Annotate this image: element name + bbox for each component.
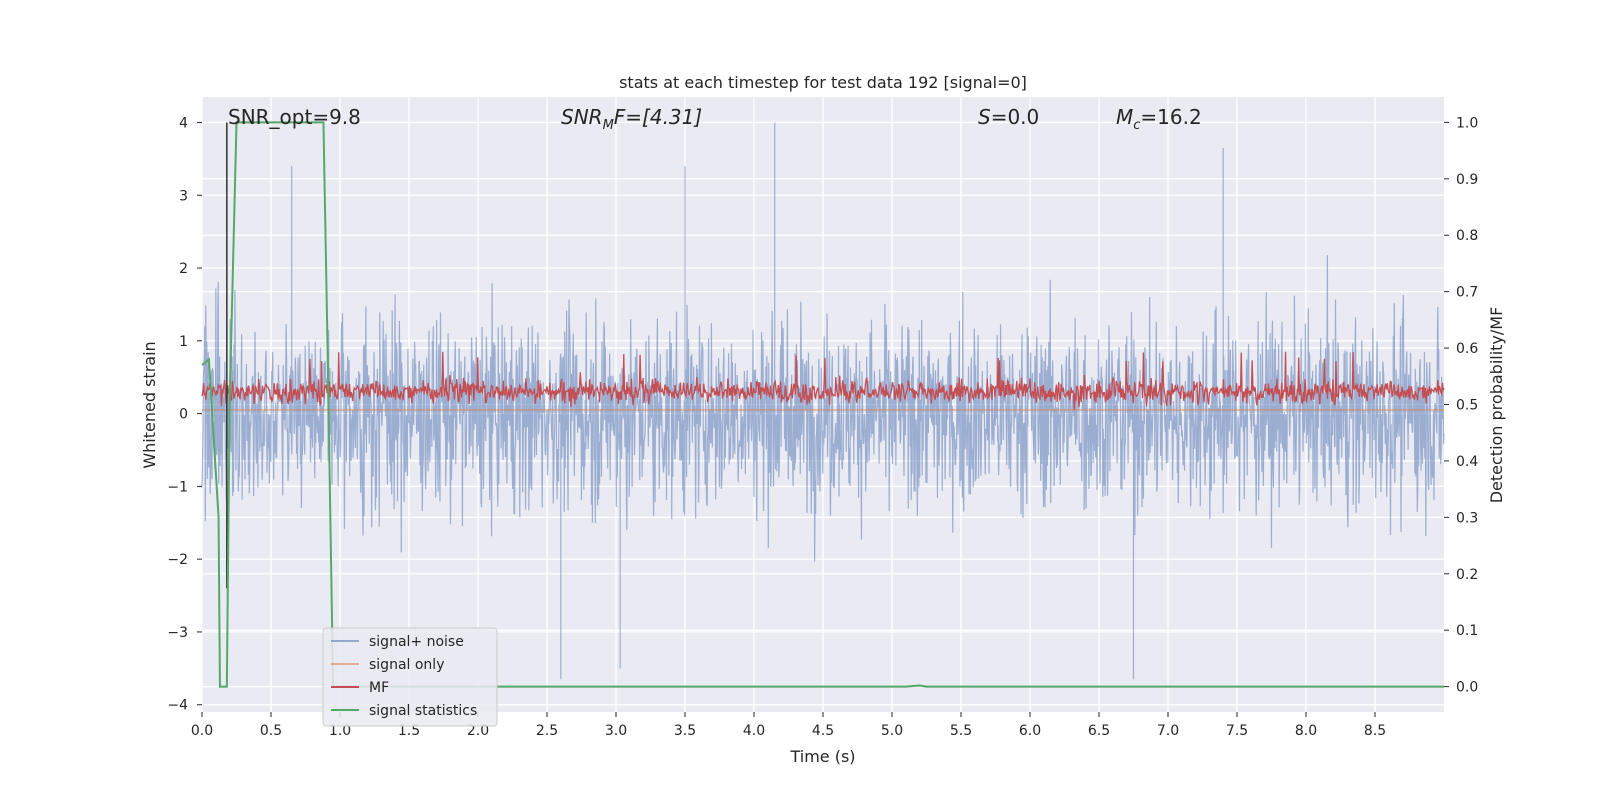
y-tick-label-left: 3 xyxy=(179,188,188,204)
x-tick-label: 2.5 xyxy=(536,723,558,739)
legend-label-signal-noise: signal+ noise xyxy=(369,634,464,650)
x-tick-label: 5.0 xyxy=(881,723,903,739)
annotation-snr-mf-prefix: SNR xyxy=(561,105,603,129)
annotation-snr-mf: SNRMF=[4.31] xyxy=(561,105,702,133)
annotation-snr-opt: SNR_opt=9.8 xyxy=(228,105,361,129)
y-axis-label-right: Detection probability/MF xyxy=(1487,307,1506,504)
y-tick-label-left: −3 xyxy=(167,625,188,641)
legend-box xyxy=(322,627,498,727)
x-tick-label: 8.5 xyxy=(1364,723,1386,739)
x-tick-label: 0.0 xyxy=(191,723,213,739)
x-tick-label: 3.0 xyxy=(605,723,627,739)
axis-ticks: 0.0 0.5 1.0 1.5 2.0 2.5 3.0 3.5 4.0 4.5 5.0 5.5 6.0 6… xyxy=(167,115,1478,739)
legend-label-signal-statistics: signal statistics xyxy=(369,703,477,719)
y-tick-label-left: 2 xyxy=(179,261,188,277)
series-signal-noise xyxy=(201,122,1445,680)
x-axis-label: Time (s) xyxy=(789,747,855,766)
annotation-mc-value: =16.2 xyxy=(1140,105,1201,129)
y-tick-label-right: 0.5 xyxy=(1456,398,1478,414)
x-tick-label: 6.5 xyxy=(1088,723,1110,739)
x-tick-label: 2.0 xyxy=(467,723,489,739)
x-tick-label: 6.0 xyxy=(1019,723,1041,739)
y-tick-label-left: −1 xyxy=(167,479,188,495)
y-axis-label-left: Whitened strain xyxy=(140,341,159,468)
signal-statistics-line xyxy=(201,121,1444,688)
annotation-mc-sub: c xyxy=(1133,118,1140,133)
y-tick-label-right: 1.0 xyxy=(1456,115,1478,131)
signal-noise-line xyxy=(201,122,1445,680)
annotation-mc-var: M xyxy=(1116,105,1133,129)
legend: signal+ noise signal only MF signal stat… xyxy=(322,627,498,727)
y-tick-label-right: 0.2 xyxy=(1456,567,1478,583)
y-tick-label-left: 4 xyxy=(179,115,188,131)
annotation-s: S=0.0 xyxy=(978,105,1039,129)
y-tick-label-left: 1 xyxy=(179,334,188,350)
x-tick-label: 0.5 xyxy=(260,723,282,739)
legend-label-mf: MF xyxy=(369,680,389,696)
annotation-snr-mf-sub: M xyxy=(603,118,614,133)
mf-line xyxy=(201,351,1445,410)
y-tick-label-right: 0.7 xyxy=(1456,285,1478,301)
y-tick-label-left: −2 xyxy=(167,552,188,568)
y-tick-label-left: 0 xyxy=(179,407,188,423)
x-tick-label: 1.5 xyxy=(398,723,420,739)
annotation-mc: Mc=16.2 xyxy=(1116,105,1202,133)
x-tick-label: 4.5 xyxy=(812,723,834,739)
x-tick-label: 7.0 xyxy=(1157,723,1179,739)
y-tick-label-right: 0.4 xyxy=(1456,454,1478,470)
x-tick-label: 5.5 xyxy=(950,723,972,739)
annotation-snr-mf-suffix: F=[4.31] xyxy=(614,105,702,129)
x-tick-label: 3.5 xyxy=(674,723,696,739)
x-tick-label: 8.0 xyxy=(1295,723,1317,739)
y-tick-label-right: 0.8 xyxy=(1456,228,1478,244)
series-signal-statistics xyxy=(201,121,1444,688)
annotation-s-var: S xyxy=(978,105,991,129)
x-tick-label: 7.5 xyxy=(1226,723,1248,739)
y-tick-label-right: 0.9 xyxy=(1456,172,1478,188)
series-mf xyxy=(201,351,1445,410)
chart-title: stats at each timestep for test data 192… xyxy=(619,73,1027,92)
annotation-s-value: =0.0 xyxy=(991,105,1040,129)
x-tick-label: 1.0 xyxy=(329,723,351,739)
legend-label-signal-only: signal only xyxy=(369,657,444,673)
y-tick-label-right: 0.1 xyxy=(1456,623,1478,639)
y-tick-label-right: 0.0 xyxy=(1456,680,1478,696)
y-tick-label-right: 0.6 xyxy=(1456,341,1478,357)
y-tick-label-left: −4 xyxy=(167,698,188,714)
y-tick-label-right: 0.3 xyxy=(1456,510,1478,526)
x-tick-label: 4.0 xyxy=(743,723,765,739)
